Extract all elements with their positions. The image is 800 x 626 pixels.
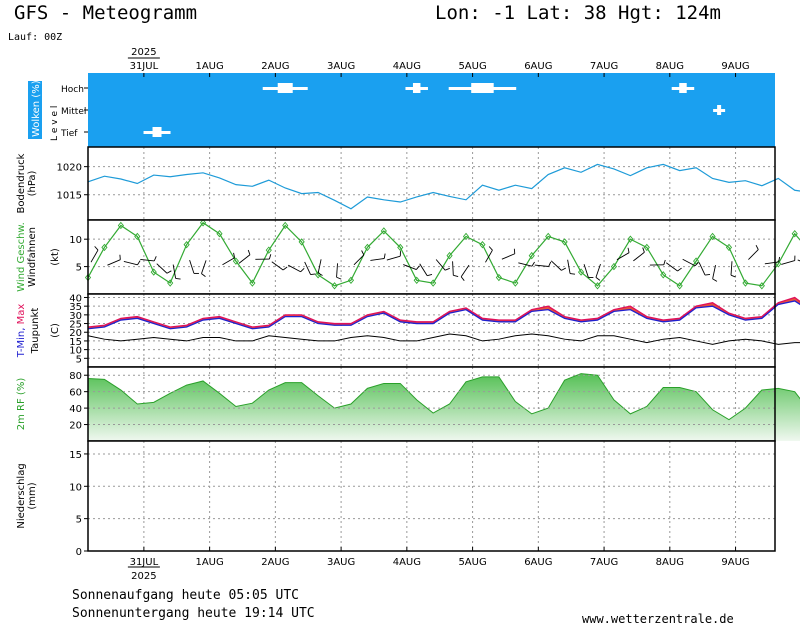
top-day-label: 1AUG — [195, 61, 223, 72]
wind-barb — [781, 261, 794, 265]
top-day-label: 5AUG — [458, 61, 486, 72]
bottom-day-label: 8AUG — [656, 557, 684, 568]
cloud-blob-core — [679, 83, 687, 93]
bottom-day-label: 3AUG — [327, 557, 355, 568]
bottom-day-label: 7AUG — [590, 557, 618, 568]
bottom-day-label: 9AUG — [721, 557, 749, 568]
precip-ytick-label: 0 — [76, 547, 82, 558]
cloud-panel-bg — [88, 73, 775, 147]
temperature-ylabel: T-Min, Max — [16, 304, 27, 359]
precip-ylabel: Niederschlag — [16, 463, 27, 528]
wind-ylabel: Wind Geschw. — [16, 222, 27, 292]
website-link[interactable]: www.wetterzentrale.de — [582, 612, 734, 626]
top-day-label: 7AUG — [590, 61, 618, 72]
temperature-bg — [88, 294, 775, 367]
dewpoint-ylabel: Taupunkt — [30, 308, 41, 355]
top-day-label: 31JUL — [130, 61, 159, 72]
wind-barb-flag — [311, 274, 316, 275]
top-day-label: 3AUG — [327, 61, 355, 72]
tmax-label-part: Max — [16, 304, 27, 325]
top-day-label: 8AUG — [656, 61, 684, 72]
cloud-level-axis-label: L e v e l — [50, 106, 60, 141]
temperature-unit-label: (C) — [50, 323, 61, 338]
bottom-day-label: 4AUG — [393, 557, 421, 568]
pressure-ytick-label: 1020 — [57, 163, 82, 174]
bottom-day-label: 1AUG — [195, 557, 223, 568]
bottom-day-label: 5AUG — [458, 557, 486, 568]
pressure-ylabel: Bodendruck — [16, 153, 27, 213]
cloud-level-label: Mittel — [61, 107, 86, 117]
temperature-ytick-label: 40 — [69, 293, 82, 304]
cloud-blob-core — [717, 105, 721, 115]
wind-ytick-label: 5 — [76, 263, 82, 274]
humidity-ytick-label: 20 — [69, 421, 82, 432]
precip-ytick-label: 10 — [69, 482, 82, 493]
humidity-ytick-label: 40 — [69, 404, 82, 415]
cloud-blob-core — [471, 83, 494, 93]
top-day-label: 4AUG — [393, 61, 421, 72]
pressure-ytick-label: 1015 — [57, 191, 82, 202]
sunset-text: Sonnenuntergang heute 19:14 UTC — [72, 606, 315, 621]
humidity-ylabel: 2m RF (%) — [16, 378, 27, 431]
cloud-blob-core — [153, 127, 162, 137]
humidity-ytick-label: 60 — [69, 388, 82, 399]
precip-ylabel: (mm) — [27, 482, 38, 509]
bottom-day-label: 2AUG — [261, 557, 289, 568]
wind-ytick-label: 10 — [69, 235, 82, 246]
tmin-label-part: T-Min, — [16, 324, 27, 358]
top-day-label: 9AUG — [721, 61, 749, 72]
wind-ylabel: Windfahnen — [27, 227, 38, 287]
cloud-blob-core — [278, 83, 293, 93]
top-day-label: 2AUG — [261, 61, 289, 72]
top-day-label: 6AUG — [524, 61, 552, 72]
wind-barb-flag — [705, 274, 710, 275]
cloud-level-label: Tief — [60, 129, 78, 139]
bottom-day-label: 6AUG — [524, 557, 552, 568]
cloud-level-label: Hoch — [61, 85, 84, 95]
cloud-ylabel: Wolken (%) — [31, 80, 42, 137]
precip-ytick-label: 15 — [69, 450, 82, 461]
precip-ytick-label: 5 — [76, 515, 82, 526]
wind-unit-label: (kt) — [50, 248, 61, 266]
top-year-label: 2025 — [131, 47, 156, 58]
precip-bg — [88, 441, 775, 551]
bottom-year-label: 2025 — [131, 571, 156, 582]
humidity-ytick-label: 80 — [69, 371, 82, 382]
pressure-ylabel: (hPa) — [27, 170, 38, 196]
sunrise-text: Sonnenaufgang heute 05:05 UTC — [72, 588, 299, 603]
pressure-bg — [88, 147, 775, 220]
bottom-day-label: 31JUL — [130, 557, 159, 568]
cloud-blob-core — [413, 83, 421, 93]
